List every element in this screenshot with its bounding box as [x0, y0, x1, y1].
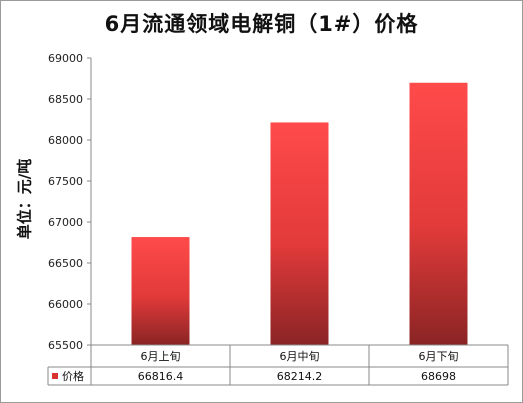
- data-table-value: 66816.4: [138, 370, 184, 383]
- y-tick-label: 66000: [48, 298, 83, 311]
- x-category-label: 6月下旬: [419, 350, 459, 363]
- y-tick-label: 68500: [48, 93, 83, 106]
- series-name: 价格: [62, 369, 84, 383]
- x-category-label: 6月上旬: [141, 350, 181, 363]
- bar: [131, 237, 190, 345]
- data-table-value: 68698: [421, 370, 456, 383]
- y-tick-label: 68000: [48, 134, 83, 147]
- y-tick-label: 65500: [48, 339, 83, 352]
- y-tick-label: 67000: [48, 216, 83, 229]
- y-tick-label: 69000: [48, 52, 83, 65]
- y-tick-label: 66500: [48, 257, 83, 270]
- y-tick-label: 67500: [48, 175, 83, 188]
- chart-title: 6月流通领域电解铜（1#）价格: [104, 12, 419, 36]
- x-category-label: 6月中旬: [280, 350, 320, 363]
- bar: [409, 82, 468, 345]
- bar: [270, 122, 329, 345]
- legend-key: [52, 373, 58, 379]
- data-table-value: 68214.2: [277, 370, 323, 383]
